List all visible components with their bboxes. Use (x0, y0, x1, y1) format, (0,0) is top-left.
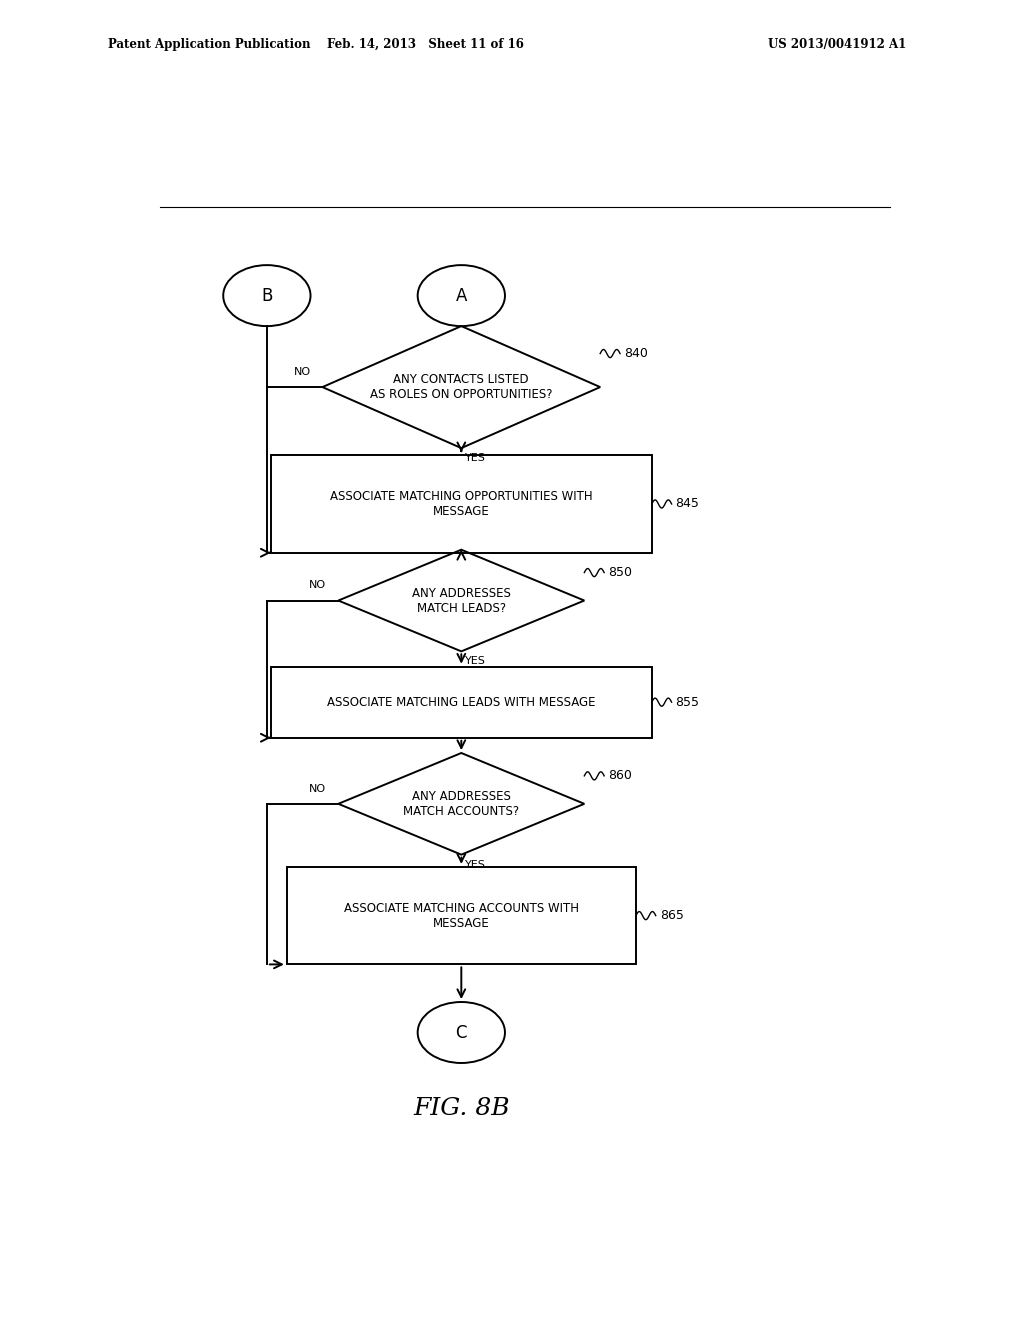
Bar (270, 667, 651, 738)
Text: 855: 855 (676, 696, 699, 709)
Text: US 2013/0041912 A1: US 2013/0041912 A1 (768, 37, 906, 50)
Text: ASSOCIATE MATCHING OPPORTUNITIES WITH
MESSAGE: ASSOCIATE MATCHING OPPORTUNITIES WITH ME… (330, 490, 593, 517)
Text: Feb. 14, 2013   Sheet 11 of 16: Feb. 14, 2013 Sheet 11 of 16 (327, 37, 523, 50)
Text: 865: 865 (659, 909, 684, 923)
Text: NO: NO (294, 367, 310, 378)
Text: ANY ADDRESSES
MATCH ACCOUNTS?: ANY ADDRESSES MATCH ACCOUNTS? (403, 789, 519, 818)
Text: C: C (456, 1023, 467, 1041)
Text: A: A (456, 286, 467, 305)
Text: YES: YES (465, 656, 486, 667)
Text: B: B (261, 286, 272, 305)
Text: ANY ADDRESSES
MATCH LEADS?: ANY ADDRESSES MATCH LEADS? (412, 586, 511, 615)
Text: 850: 850 (608, 566, 632, 579)
Text: NO: NO (309, 581, 327, 590)
Text: 840: 840 (624, 347, 648, 360)
Text: ASSOCIATE MATCHING LEADS WITH MESSAGE: ASSOCIATE MATCHING LEADS WITH MESSAGE (327, 696, 596, 709)
Bar (270, 455, 651, 553)
Text: YES: YES (465, 859, 486, 870)
Text: ASSOCIATE MATCHING ACCOUNTS WITH
MESSAGE: ASSOCIATE MATCHING ACCOUNTS WITH MESSAGE (344, 902, 579, 929)
Text: FIG. 8B: FIG. 8B (413, 1097, 510, 1121)
Text: 845: 845 (676, 498, 699, 511)
Text: 860: 860 (608, 770, 632, 783)
Text: Patent Application Publication: Patent Application Publication (108, 37, 310, 50)
Text: ANY CONTACTS LISTED
AS ROLES ON OPPORTUNITIES?: ANY CONTACTS LISTED AS ROLES ON OPPORTUN… (370, 374, 553, 401)
Text: NO: NO (309, 784, 327, 793)
Text: YES: YES (465, 453, 486, 463)
Bar (287, 867, 636, 965)
